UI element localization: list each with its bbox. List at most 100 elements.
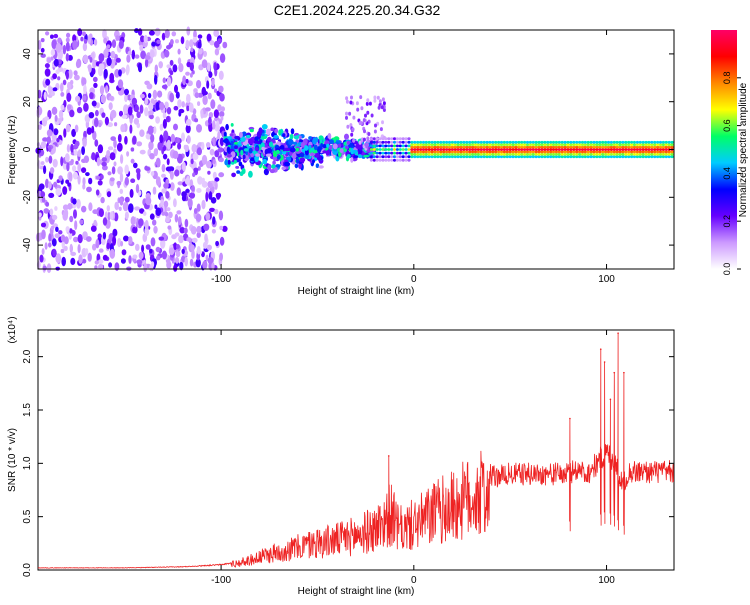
spectrogram-cell	[528, 152, 533, 156]
spectrogram-cell	[537, 140, 541, 144]
spectrogram-cell	[589, 152, 593, 156]
spectrogram-cell	[606, 152, 611, 156]
spectrogram-cell	[531, 152, 535, 156]
spectrogram-cell	[560, 148, 564, 151]
spectrogram-cell	[50, 56, 54, 61]
spectrogram-cell	[124, 196, 130, 203]
spectrogram-cell	[505, 145, 509, 149]
spectrogram-cell	[73, 70, 78, 76]
spectrogram-cell	[436, 150, 440, 154]
spectrogram-cell	[201, 251, 205, 258]
spectrogram-cell	[447, 148, 452, 151]
spectrogram-cell	[468, 148, 472, 151]
spectrogram-cell	[148, 141, 154, 151]
spectrogram-cell	[436, 145, 440, 149]
spectrogram-cell	[447, 152, 452, 156]
snr-y-tick-label: 0.5	[22, 509, 33, 523]
spectrogram-cell	[658, 145, 663, 149]
spectrogram-cell	[43, 165, 47, 175]
spectrogram-cell	[196, 225, 202, 234]
spectrogram-cell	[644, 152, 648, 156]
spectrogram-cell	[390, 144, 394, 148]
spectrogram-cell	[181, 132, 185, 142]
spectrogram-cell	[650, 152, 654, 156]
spectrogram-cell	[374, 123, 377, 128]
spectrogram-cell	[595, 145, 599, 149]
spectrogram-cell	[494, 155, 498, 159]
spectrogram-cell	[98, 208, 104, 218]
spectrogram-cell	[233, 159, 237, 164]
spectrogram-cell	[207, 170, 211, 175]
spectrogram-cell	[201, 154, 208, 165]
spectrogram-cell	[82, 42, 88, 52]
spectrogram-cell	[528, 145, 533, 149]
spectrogram-cell	[549, 150, 553, 154]
spectrogram-cell	[88, 202, 93, 212]
spectrogram-cell	[177, 216, 182, 226]
spectrogram-cell	[210, 99, 216, 110]
spectrogram-cell	[153, 148, 158, 157]
spectrogram-cell	[149, 213, 155, 220]
spectrogram-cell	[231, 172, 237, 178]
spectrogram-cell	[50, 225, 55, 231]
spectrogram-cell	[410, 148, 414, 151]
spectrogram-cell	[453, 143, 457, 147]
spectrogram-cell	[218, 172, 225, 178]
spectrogram-cell	[360, 106, 364, 111]
spectrogram-cell	[139, 129, 145, 137]
spectrogram-cell	[494, 148, 498, 151]
spectrogram-cell	[442, 152, 446, 156]
spectrogram-cell	[77, 163, 82, 173]
spectrogram-cell	[108, 95, 114, 101]
spectrogram-cell	[618, 152, 622, 156]
spectrogram-cell	[586, 143, 590, 147]
spectrogram-cell	[624, 152, 628, 156]
spectrogram-cell	[439, 155, 443, 159]
spectrogram-cell	[213, 62, 218, 71]
spectrogram-cell	[551, 140, 556, 144]
spectrogram-cell	[627, 152, 631, 156]
spectrogram-cell	[392, 158, 397, 162]
spectrogram-cell	[421, 145, 426, 149]
spectrogram-cell	[290, 128, 295, 135]
spectrogram-cell	[124, 176, 129, 186]
spectrogram-cell	[531, 148, 535, 151]
colorbar-label: Normalized spectral amplitude	[738, 82, 749, 217]
spectrogram-cell	[473, 145, 478, 149]
spectrogram-cell	[644, 155, 648, 159]
spectrogram-cell	[366, 110, 370, 115]
spectrogram-cell	[179, 169, 184, 174]
spectrogram-cell	[528, 155, 533, 159]
spectrogram-cell	[217, 104, 222, 112]
spectrogram-cell	[171, 31, 177, 37]
spectrogram-cell	[398, 144, 402, 148]
spectrogram-cell	[291, 152, 297, 160]
spectrogram-cell	[162, 77, 166, 84]
spectrogram-cell	[51, 214, 58, 220]
spectrogram-cell	[523, 140, 527, 144]
spectrogram-cell	[479, 152, 483, 156]
spectrogram-cell	[369, 137, 373, 141]
spectrogram-cell	[124, 94, 128, 103]
spectrogram-cell	[139, 149, 146, 155]
spectrogram-cell	[430, 150, 434, 154]
snr-spike-point	[599, 348, 602, 351]
spectrogram-cell	[572, 140, 576, 144]
spectrogram-cell	[401, 151, 405, 155]
spectrogram-cell	[70, 251, 77, 256]
spectrogram-cell	[572, 148, 576, 151]
spectrogram-cell	[197, 166, 201, 171]
spectrogram-cell	[121, 114, 128, 119]
spectrogram-cell	[557, 155, 561, 159]
spectrogram-cell	[491, 145, 495, 149]
spectrogram-cell	[271, 164, 276, 169]
spectrogram-cell	[586, 140, 590, 144]
spectrogram-cell	[488, 143, 492, 147]
spectrogram-y-axis-label: Frequency (Hz)	[7, 116, 18, 185]
spectrogram-cell	[424, 155, 428, 159]
spectrogram-cell	[667, 143, 671, 147]
spectrogram-cell	[384, 144, 388, 148]
spectrogram-cell	[322, 150, 327, 154]
spectrogram-cell	[283, 147, 290, 152]
